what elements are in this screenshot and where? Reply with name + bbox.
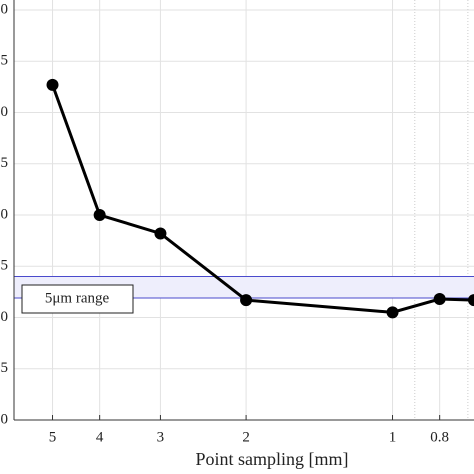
data-point	[93, 209, 106, 221]
data-point	[468, 294, 474, 307]
y-tick-label: 0	[1, 309, 9, 325]
y-tick-label: 0	[1, 411, 9, 427]
x-axis-label: Point sampling [mm]	[196, 449, 349, 469]
y-tick-label: 5	[1, 155, 9, 171]
x-tick-label: 3	[157, 429, 165, 445]
x-tick-label: 0.8	[430, 429, 449, 445]
y-tick-label: 0	[1, 1, 9, 17]
data-point	[154, 227, 167, 240]
y-tick-label: 5	[1, 53, 9, 69]
y-tick-label: 0	[1, 104, 9, 120]
annotation: 5μm range	[45, 290, 110, 306]
data-point	[386, 306, 399, 319]
data-point	[433, 293, 446, 306]
x-tick-label: 5	[49, 429, 57, 445]
x-tick-label: 2	[242, 429, 250, 445]
y-tick-label: 0	[1, 206, 9, 222]
data-point	[46, 78, 59, 91]
x-tick-label: 1	[389, 429, 397, 445]
y-tick-label: 5	[1, 360, 9, 376]
x-tick-label: 4	[96, 429, 104, 445]
annotation-box	[21, 284, 134, 314]
data-point	[240, 294, 253, 307]
y-tick-label: 5	[1, 258, 9, 274]
